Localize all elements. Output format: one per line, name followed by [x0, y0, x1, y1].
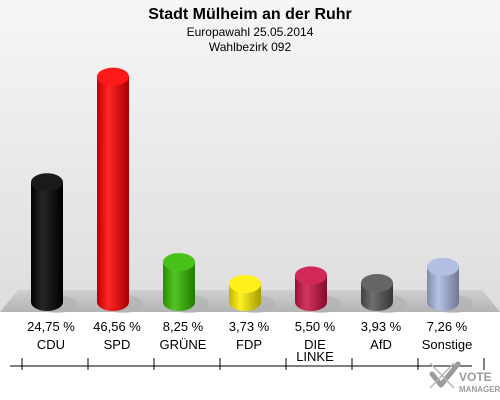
chart-subtitle-date: Europawahl 25.05.2014 — [187, 25, 314, 39]
category-label: GRÜNE — [160, 337, 207, 352]
category-label: AfD — [370, 337, 392, 352]
bar-sonstige — [427, 257, 459, 311]
bar-body — [97, 76, 129, 311]
bar-top — [295, 266, 327, 285]
category-label: Sonstige — [422, 337, 473, 352]
bar-body — [163, 262, 195, 311]
value-label: 46,56 % — [93, 319, 141, 334]
bar-cdu — [31, 173, 63, 311]
bar-fdp — [229, 274, 261, 311]
checkmark-icon — [429, 361, 461, 389]
value-label: 3,93 % — [361, 319, 402, 334]
category-label: SPD — [104, 337, 131, 352]
bar-top — [97, 67, 129, 86]
category-label: CDU — [37, 337, 65, 352]
label-panel — [0, 312, 500, 400]
category-label: LINKE — [296, 349, 334, 364]
bar-die-linke — [295, 266, 327, 311]
value-label: 8,25 % — [163, 319, 204, 334]
bar-body — [427, 266, 459, 311]
logo-text-manager: MANAGER — [459, 385, 500, 394]
value-label: 5,50 % — [295, 319, 336, 334]
value-label: 24,75 % — [27, 319, 75, 334]
vote-manager-logo: VOTE MANAGER — [429, 361, 500, 394]
bar-body — [31, 182, 63, 311]
chart-subtitle-district: Wahlbezirk 092 — [209, 40, 292, 54]
bars-group — [31, 67, 473, 313]
category-label: FDP — [236, 337, 262, 352]
chart-title: Stadt Mülheim an der Ruhr — [148, 6, 352, 23]
value-label: 7,26 % — [427, 319, 468, 334]
bar-grüne — [163, 253, 195, 311]
bar-top — [229, 274, 261, 293]
bar-afd — [361, 273, 393, 311]
bar-body — [295, 275, 327, 311]
bar-top — [31, 173, 63, 192]
logo-text-vote: VOTE — [459, 370, 492, 384]
category-label: DIE — [304, 337, 326, 352]
bar-top — [361, 273, 393, 292]
bar-top — [163, 253, 195, 272]
labels-group: 24,75 % CDU 46,56 % SPD 8,25 % GRÜNE 3,73 % FDP… — [10, 319, 485, 370]
value-label: 3,73 % — [229, 319, 270, 334]
bar-spd — [97, 67, 129, 311]
bar-top — [427, 257, 459, 276]
